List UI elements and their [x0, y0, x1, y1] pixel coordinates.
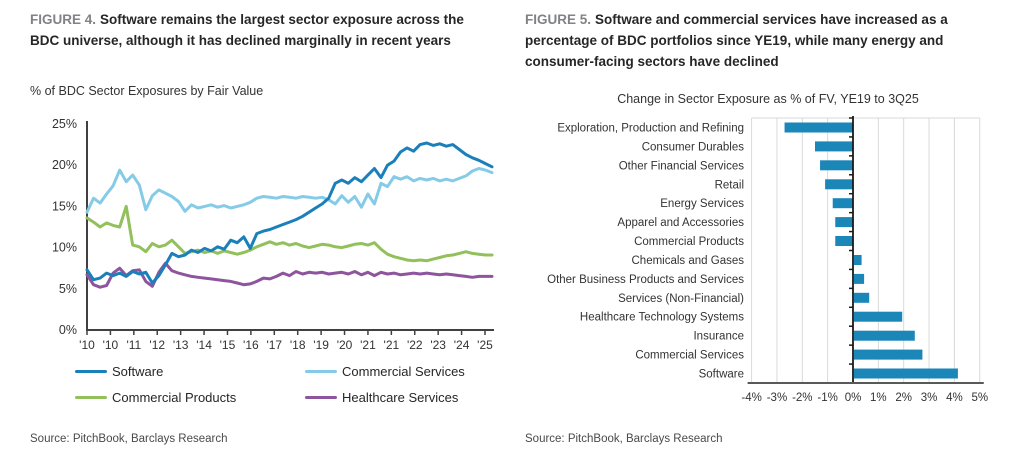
category-label-healthcare-technology-systems: Healthcare Technology Systems	[580, 312, 744, 324]
legend-swatch-commercial-products	[75, 395, 107, 400]
legend-label-commercial-products: Commercial Products	[112, 390, 237, 405]
category-label-commercial-services: Commercial Services	[635, 350, 744, 362]
category-label-other-financial-services: Other Financial Services	[619, 160, 745, 172]
x-tick-label: '13	[173, 338, 189, 352]
x-tick-label: '12	[149, 338, 165, 352]
figure4-title-text: Software remains the largest sector expo…	[30, 12, 464, 48]
y-tick-label: 0%	[59, 323, 77, 337]
series-line-commercial-products	[85, 204, 494, 263]
x-tick-label: 5%	[971, 392, 988, 404]
x-tick-label: '10	[103, 338, 119, 352]
bar-services-non-financial	[854, 292, 870, 303]
x-tick-label: 2%	[895, 392, 912, 404]
legend-item-commercial-products: Commercial Products	[75, 390, 305, 405]
category-label-other-business-products-and-services: Other Business Products and Services	[547, 274, 744, 286]
category-label-commercial-products: Commercial Products	[634, 236, 744, 248]
x-tick-label: '11	[126, 338, 141, 352]
bar-insurance	[854, 330, 915, 341]
legend-item-software: Software	[75, 364, 305, 379]
figure4-source: Source: PitchBook, Barclays Research	[30, 433, 228, 445]
x-tick-label: '14	[196, 338, 212, 352]
legend-swatch-healthcare-services	[305, 395, 337, 400]
legend-item-commercial-services: Commercial Services	[305, 364, 465, 379]
figure4-panel: FIGURE 4. Software remains the largest se…	[30, 10, 494, 445]
y-tick-label: 20%	[52, 158, 77, 172]
bar-commercial-products	[835, 236, 853, 246]
bar-apparel-and-accessories	[835, 217, 853, 228]
x-tick-label: '25	[477, 338, 493, 352]
bar-chemicals-and-gases	[854, 255, 862, 265]
figure5-title: FIGURE 5. Software and commercial service…	[525, 10, 993, 73]
category-label-retail: Retail	[715, 179, 744, 191]
category-label-software: Software	[699, 369, 744, 381]
bar-retail	[825, 179, 854, 190]
x-tick-label: '18	[290, 338, 306, 352]
figure5-title-text: Software and commercial services have in…	[525, 12, 948, 69]
x-tick-label: -4%	[741, 392, 761, 404]
figure4-title: FIGURE 4. Software remains the largest se…	[30, 10, 492, 52]
category-label-insurance: Insurance	[693, 331, 744, 343]
bar-consumer-durables	[814, 141, 853, 152]
category-label-exploration-production-and-refining: Exploration, Production and Refining	[557, 123, 744, 135]
legend-label-software: Software	[112, 364, 164, 379]
category-label-chemicals-and-gases: Chemicals and Gases	[632, 255, 745, 267]
x-tick-label: '19	[313, 338, 329, 352]
bar-software	[854, 368, 958, 379]
x-tick-label: '17	[266, 338, 282, 352]
series-line-commercial-services	[85, 167, 494, 214]
x-tick-label: '20	[337, 338, 353, 352]
series-line-software	[85, 141, 494, 285]
bar-healthcare-technology-systems	[854, 311, 903, 322]
x-tick-label: 3%	[921, 392, 938, 404]
bar-other-financial-services	[820, 160, 854, 171]
figure5-chart-subtitle: Change in Sector Exposure as % of FV, YE…	[617, 92, 919, 106]
figure5-panel: FIGURE 5. Software and commercial service…	[512, 0, 1024, 452]
x-tick-label: 0%	[845, 392, 862, 404]
figure4-chart-subtitle: % of BDC Sector Exposures by Fair Value	[30, 84, 264, 98]
bar-other-business-products-and-services	[854, 273, 865, 284]
sector-change-bar-chart: Exploration, Production and Refining Cons…	[547, 116, 988, 404]
x-tick-label: -1%	[817, 392, 837, 404]
category-label-apparel-and-accessories: Apparel and Accessories	[617, 217, 744, 229]
legend-label-commercial-services: Commercial Services	[342, 364, 465, 379]
x-tick-label: '22	[407, 338, 423, 352]
x-tick-label: -3%	[767, 392, 787, 404]
category-label-consumer-durables: Consumer Durables	[642, 141, 745, 153]
x-tick-label: 1%	[870, 392, 887, 404]
legend-item-healthcare-services: Healthcare Services	[305, 390, 465, 405]
x-tick-label: '10	[79, 338, 95, 352]
bar-commercial-services	[854, 349, 923, 360]
category-label-energy-services: Energy Services	[660, 198, 744, 210]
figure4-label: FIGURE 4.	[30, 12, 97, 27]
x-tick-label: -2%	[792, 392, 812, 404]
figure5-label: FIGURE 5.	[525, 12, 592, 27]
category-label-services-non-financial: Services (Non-Financial)	[618, 293, 744, 305]
x-tick-label: '16	[243, 338, 259, 352]
line-chart-legend: Software Commercial Services Commercial Pr…	[75, 364, 465, 405]
x-tick-label: '15	[220, 338, 236, 352]
y-tick-label: 25%	[52, 117, 77, 131]
bar-exploration-production-and-refining	[784, 122, 853, 133]
x-tick-label: '24	[454, 338, 470, 352]
y-tick-label: 5%	[59, 282, 77, 296]
y-tick-label: 15%	[52, 199, 77, 213]
x-tick-label: '21	[360, 338, 376, 352]
legend-label-healthcare-services: Healthcare Services	[342, 390, 459, 405]
figure5-source: Source: PitchBook, Barclays Research	[525, 433, 723, 445]
sector-exposure-line-chart: 0% 5% 10% 15% 20% 25% '10 '10 '11 '12 '13 '14 '15 '16…	[52, 117, 494, 352]
y-tick-label: 10%	[52, 241, 77, 255]
legend-swatch-software	[75, 369, 107, 374]
x-tick-label: '23	[430, 338, 446, 352]
legend-swatch-commercial-services	[305, 369, 337, 374]
x-tick-label: '21	[384, 338, 400, 352]
x-tick-label: 4%	[946, 392, 963, 404]
bar-energy-services	[832, 198, 854, 209]
